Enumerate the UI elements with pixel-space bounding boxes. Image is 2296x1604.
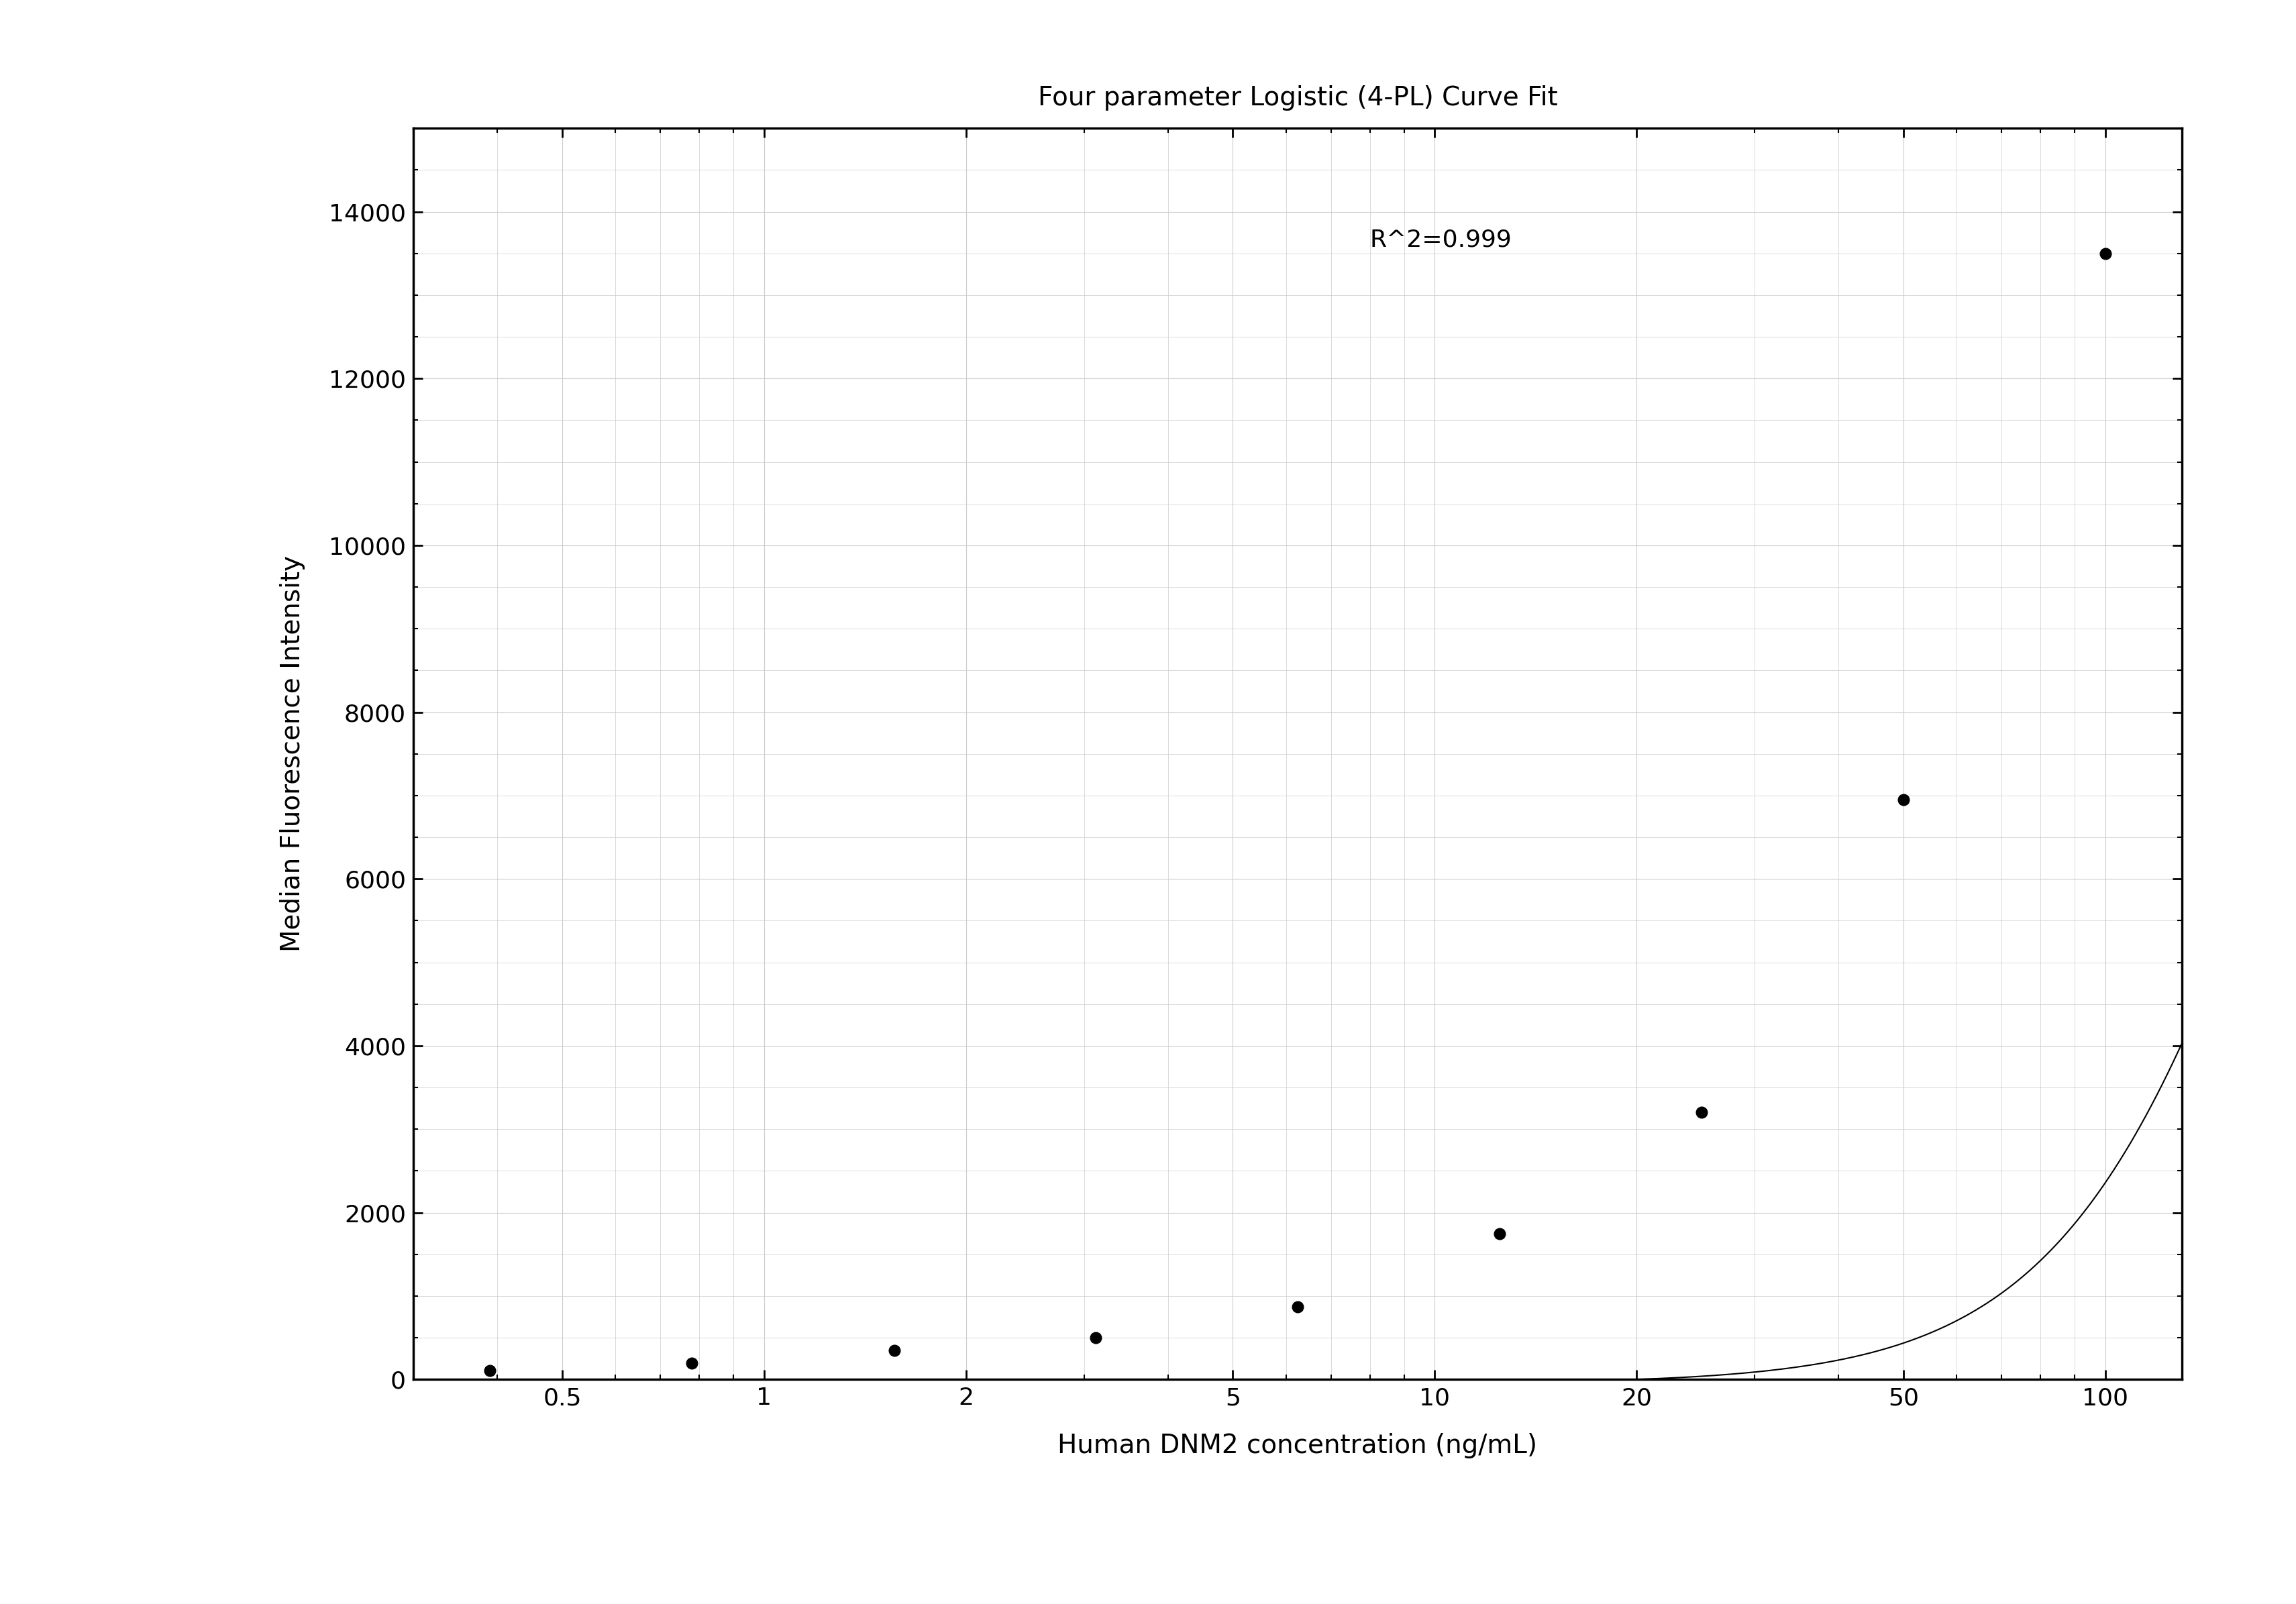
X-axis label: Human DNM2 concentration (ng/mL): Human DNM2 concentration (ng/mL) bbox=[1058, 1432, 1536, 1458]
Point bbox=[1683, 1100, 1720, 1126]
Point bbox=[875, 1338, 912, 1363]
Text: R^2=0.999: R^2=0.999 bbox=[1368, 228, 1511, 252]
Point bbox=[471, 1359, 507, 1384]
Point bbox=[1279, 1294, 1316, 1320]
Point bbox=[1885, 788, 1922, 813]
Point bbox=[673, 1351, 709, 1376]
Y-axis label: Median Fluorescence Intensity: Median Fluorescence Intensity bbox=[280, 555, 305, 953]
Point bbox=[1077, 1325, 1114, 1351]
Title: Four parameter Logistic (4-PL) Curve Fit: Four parameter Logistic (4-PL) Curve Fit bbox=[1038, 85, 1557, 111]
Point bbox=[2087, 241, 2124, 266]
Point bbox=[1481, 1221, 1518, 1246]
